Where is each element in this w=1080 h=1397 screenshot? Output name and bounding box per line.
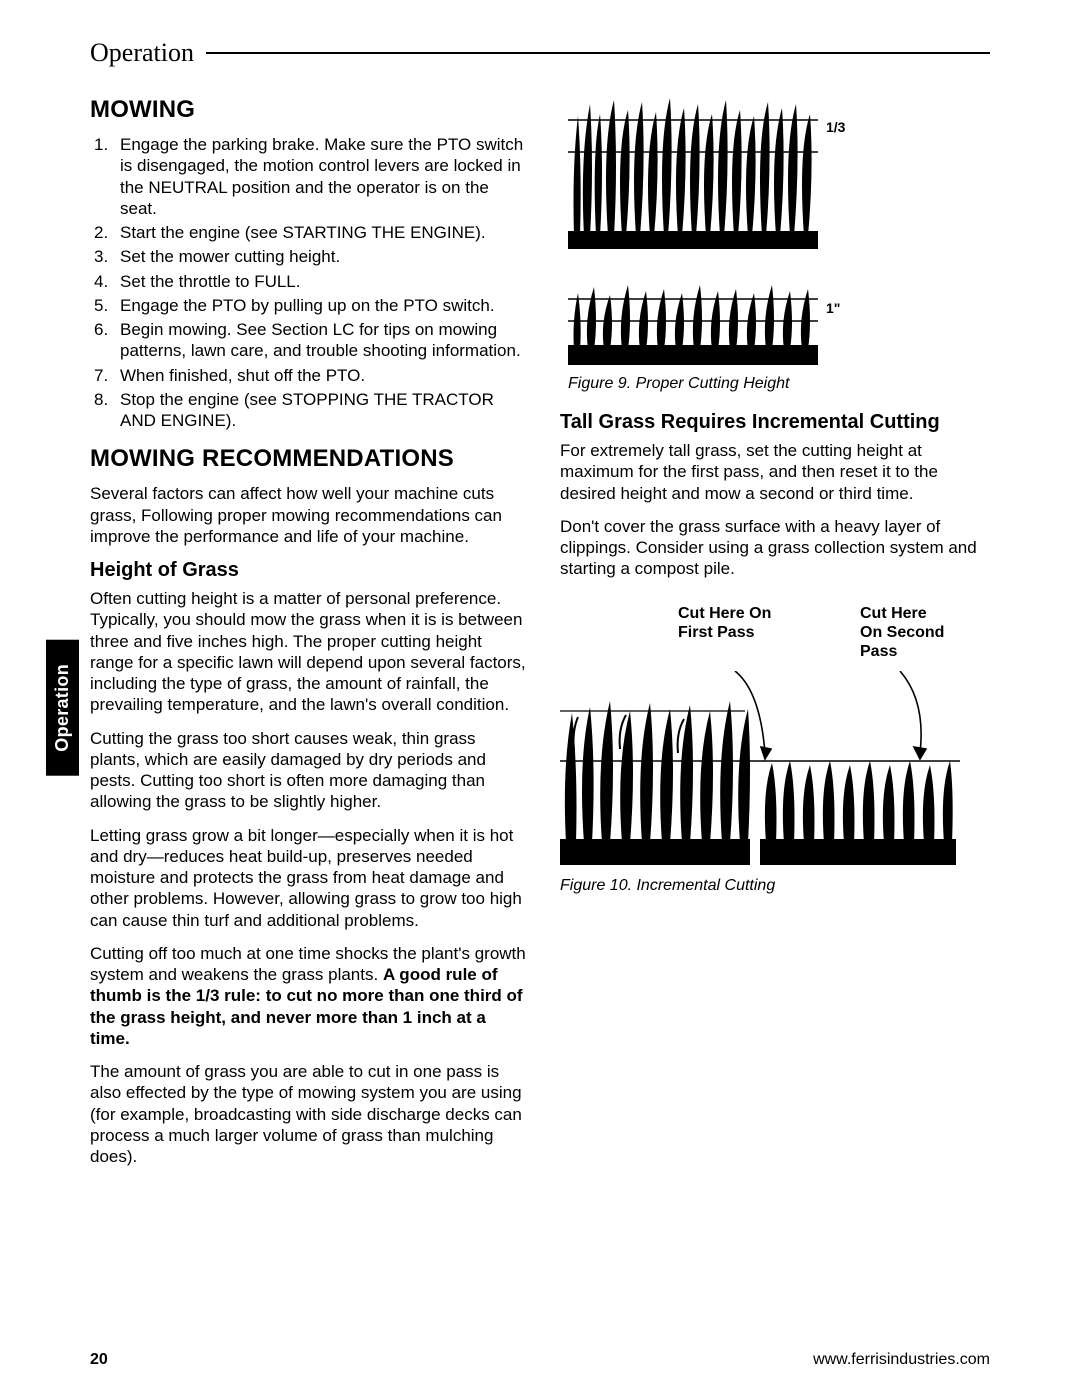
left-column: MOWING Engage the parking brake. Make su… xyxy=(90,96,530,1179)
section-header: Operation xyxy=(90,38,990,68)
footer-url: www.ferrisindustries.com xyxy=(813,1351,990,1369)
step: Begin mowing. See Section LC for tips on… xyxy=(90,319,530,362)
mowing-heading: MOWING xyxy=(90,96,530,124)
fig9-label-inch: 1" xyxy=(826,300,840,316)
side-tab: Operation xyxy=(46,640,79,776)
step: Stop the engine (see STOPPING THE TRACTO… xyxy=(90,389,530,432)
header-rule xyxy=(206,52,990,54)
fig10-svg xyxy=(560,671,960,871)
page-number: 20 xyxy=(90,1351,108,1369)
hog-p2: Cutting the grass too short causes weak,… xyxy=(90,728,530,813)
step: Set the mower cutting height. xyxy=(90,246,530,267)
fig9-short-grass-svg: 1" xyxy=(568,279,848,369)
fig9-tall-grass-svg: 1/3 xyxy=(568,96,848,251)
tall-p1: For extremely tall grass, set the cuttin… xyxy=(560,440,990,504)
hog-p4: Cutting off too much at one time shocks … xyxy=(90,943,530,1049)
height-of-grass-heading: Height of Grass xyxy=(90,559,530,582)
fig10-caption: Figure 10. Incremental Cutting xyxy=(560,877,960,895)
section-title: Operation xyxy=(90,38,194,68)
fig9-caption: Figure 9. Proper Cutting Height xyxy=(568,375,868,393)
page-body: MOWING Engage the parking brake. Make su… xyxy=(90,96,990,1179)
page-footer: 20 www.ferrisindustries.com xyxy=(90,1351,990,1369)
fig9-label-third: 1/3 xyxy=(826,119,846,135)
step: Set the throttle to FULL. xyxy=(90,271,530,292)
figure-10: Cut Here On First Pass Cut Here On Secon… xyxy=(560,604,960,896)
hog-p5: The amount of grass you are able to cut … xyxy=(90,1061,530,1167)
fig10-label-second: Cut Here On Second Pass xyxy=(860,604,950,662)
rec-intro: Several factors can affect how well your… xyxy=(90,483,530,547)
recommendations-heading: MOWING RECOMMENDATIONS xyxy=(90,445,530,473)
mowing-steps: Engage the parking brake. Make sure the … xyxy=(90,134,530,431)
tall-grass-heading: Tall Grass Requires Incremental Cutting xyxy=(560,411,990,434)
step: Start the engine (see STARTING THE ENGIN… xyxy=(90,222,530,243)
hog-p1: Often cutting height is a matter of pers… xyxy=(90,588,530,716)
tall-p2: Don't cover the grass surface with a hea… xyxy=(560,516,990,580)
right-column: 1/3 xyxy=(560,96,990,1179)
fig10-labels: Cut Here On First Pass Cut Here On Secon… xyxy=(560,604,960,672)
step: Engage the parking brake. Make sure the … xyxy=(90,134,530,219)
step: When finished, shut off the PTO. xyxy=(90,365,530,386)
hog-p3: Letting grass grow a bit longer—especial… xyxy=(90,825,530,931)
figure-9: 1/3 xyxy=(568,96,868,393)
fig10-label-first: Cut Here On First Pass xyxy=(678,604,798,662)
step: Engage the PTO by pulling up on the PTO … xyxy=(90,295,530,316)
